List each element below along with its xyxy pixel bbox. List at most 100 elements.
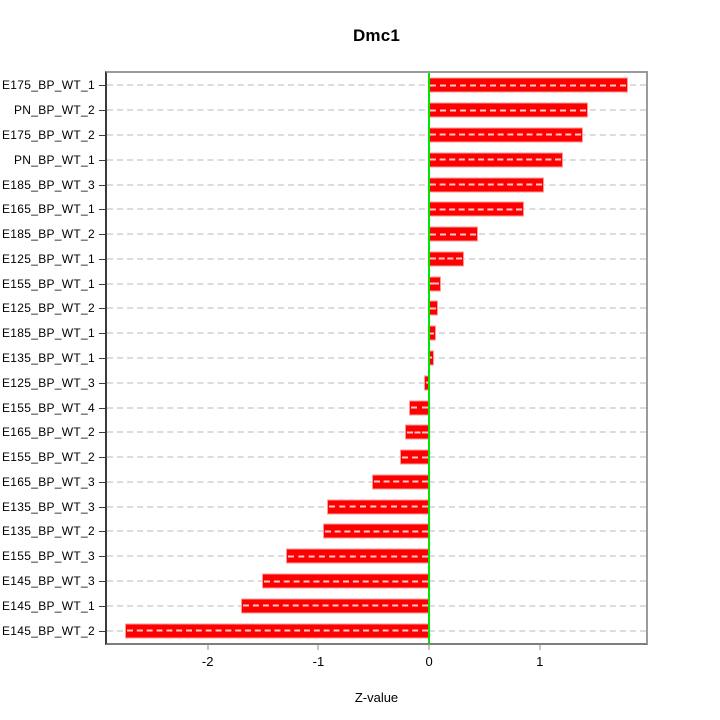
y-axis-tick [99, 134, 105, 136]
x-axis-tick [317, 644, 319, 650]
category-label: E165_BP_WT_3 [2, 474, 95, 489]
bar-row: E135_BP_WT_3 [2, 494, 646, 519]
gridline [107, 84, 646, 87]
bar-row: E145_BP_WT_3 [2, 569, 646, 594]
gridline [107, 109, 646, 112]
y-axis-tick [99, 308, 105, 310]
bar [372, 475, 430, 489]
gridline [107, 431, 646, 434]
y-axis-tick [99, 184, 105, 186]
y-axis-tick [99, 506, 105, 508]
bar [328, 500, 430, 514]
bar [125, 624, 430, 638]
gridline [107, 233, 646, 236]
category-label: E165_BP_WT_1 [2, 202, 95, 217]
gridline [107, 307, 646, 310]
bar [429, 153, 562, 167]
y-axis-tick [99, 382, 105, 384]
y-axis-tick [99, 556, 105, 558]
gridline [107, 208, 646, 211]
y-axis-tick [99, 209, 105, 211]
category-label: E165_BP_WT_2 [2, 425, 95, 440]
x-axis-tick [539, 644, 541, 650]
y-axis-tick [99, 357, 105, 359]
y-axis-tick [99, 630, 105, 632]
bar-row: E125_BP_WT_3 [2, 370, 646, 395]
category-label: E155_BP_WT_3 [2, 549, 95, 564]
zero-reference-line [428, 73, 431, 643]
bar [401, 450, 430, 464]
y-axis-tick [99, 333, 105, 335]
bar-row: E125_BP_WT_1 [2, 246, 646, 271]
bar [429, 351, 434, 365]
bar [429, 252, 464, 266]
gridline [107, 332, 646, 335]
category-label: E135_BP_WT_3 [2, 499, 95, 514]
bar [410, 401, 430, 415]
y-axis-tick [99, 531, 105, 533]
y-axis-tick [99, 283, 105, 285]
bar-row: PN_BP_WT_1 [14, 147, 646, 172]
y-axis-tick [99, 159, 105, 161]
bar [429, 301, 437, 315]
gridline [107, 456, 646, 459]
category-label: E185_BP_WT_3 [2, 177, 95, 192]
gridline [107, 381, 646, 384]
bar [424, 376, 430, 390]
gridline [107, 257, 646, 260]
bar [429, 103, 588, 117]
bar-row: E155_BP_WT_1 [2, 271, 646, 296]
gridline [107, 406, 646, 409]
category-label: E135_BP_WT_1 [2, 350, 95, 365]
category-label: E155_BP_WT_4 [2, 400, 95, 415]
bar [429, 78, 628, 92]
category-label: E185_BP_WT_1 [2, 326, 95, 341]
y-axis-tick [99, 234, 105, 236]
category-label: E125_BP_WT_1 [2, 251, 95, 266]
category-label: E175_BP_WT_1 [2, 78, 95, 93]
bar [429, 227, 477, 241]
y-axis-tick [99, 85, 105, 87]
bar [429, 277, 441, 291]
bar-row: E165_BP_WT_1 [2, 197, 646, 222]
bar [287, 549, 430, 563]
bar-row: E165_BP_WT_2 [2, 420, 646, 445]
bar-row: E135_BP_WT_1 [2, 346, 646, 371]
category-label: E155_BP_WT_2 [2, 450, 95, 465]
category-label: E125_BP_WT_2 [2, 301, 95, 316]
bar [405, 425, 430, 439]
bar-row: E125_BP_WT_2 [2, 296, 646, 321]
plot-area: E175_BP_WT_1 PN_BP_WT_2 E175_BP_WT_2 PN_BP_… [2, 71, 648, 669]
bar [263, 574, 430, 588]
category-label: E155_BP_WT_1 [2, 276, 95, 291]
bar-row: E135_BP_WT_2 [2, 519, 646, 544]
gridline [107, 356, 646, 359]
y-axis-tick [99, 457, 105, 459]
bar-row: E175_BP_WT_1 [2, 73, 646, 98]
category-label: E145_BP_WT_3 [2, 574, 95, 589]
bar [429, 202, 524, 216]
x-axis-tick [428, 644, 430, 650]
bar-row: E155_BP_WT_3 [2, 544, 646, 569]
category-label: E145_BP_WT_2 [2, 623, 95, 638]
category-label: PN_BP_WT_1 [13, 152, 95, 167]
bar-row: PN_BP_WT_2 [14, 98, 646, 123]
bar-row: E185_BP_WT_2 [2, 222, 646, 247]
y-axis-tick [99, 605, 105, 607]
category-label: E125_BP_WT_3 [2, 375, 95, 390]
category-label: E175_BP_WT_2 [2, 127, 95, 142]
category-label: E185_BP_WT_2 [2, 227, 95, 242]
chart-title: Dmc1 [352, 26, 401, 45]
bar-row: E145_BP_WT_1 [2, 593, 646, 618]
x-tick-label: -2 [201, 654, 214, 669]
gridline [107, 282, 646, 285]
x-axis-label: Z-value [354, 690, 399, 705]
x-axis-tick [207, 644, 209, 650]
gridline [107, 158, 646, 161]
bar-rows: E175_BP_WT_1 PN_BP_WT_2 E175_BP_WT_2 PN_BP_… [2, 73, 646, 643]
y-axis-tick [99, 258, 105, 260]
x-tick-label: 0 [425, 654, 433, 669]
category-label: E145_BP_WT_1 [2, 598, 95, 613]
x-tick-label: -1 [312, 654, 325, 669]
